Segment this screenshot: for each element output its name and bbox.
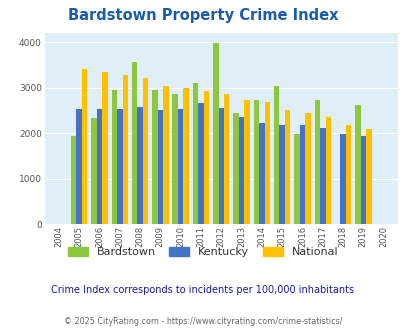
Bar [91,118,96,224]
Bar [345,125,350,224]
Text: © 2025 CityRating.com - https://www.cityrating.com/crime-statistics/: © 2025 CityRating.com - https://www.city… [64,317,341,326]
Bar [339,134,345,224]
Bar [325,117,330,224]
Legend: Bardstown, Kentucky, National: Bardstown, Kentucky, National [63,242,342,262]
Bar [218,108,224,224]
Bar [233,113,238,224]
Text: Bardstown Property Crime Index: Bardstown Property Crime Index [68,8,337,23]
Bar [273,86,279,224]
Bar [258,123,264,224]
Bar [177,109,183,224]
Bar [203,91,209,224]
Bar [354,105,360,224]
Bar [117,109,122,224]
Bar [319,128,325,224]
Bar [192,83,198,224]
Bar [284,111,290,224]
Bar [137,107,143,224]
Bar [198,103,203,224]
Bar [213,44,218,224]
Bar [143,78,148,224]
Text: Crime Index corresponds to incidents per 100,000 inhabitants: Crime Index corresponds to incidents per… [51,285,354,295]
Bar [264,102,269,224]
Bar [132,62,137,224]
Bar [96,109,102,224]
Bar [122,75,128,224]
Bar [111,90,117,224]
Bar [253,100,258,224]
Bar [71,136,76,224]
Bar [244,100,249,224]
Bar [172,94,177,224]
Bar [305,113,310,224]
Bar [102,72,107,224]
Bar [152,90,157,224]
Bar [238,117,244,224]
Bar [294,134,299,224]
Bar [360,136,365,224]
Bar [82,69,87,224]
Bar [157,110,163,224]
Bar [279,125,284,224]
Bar [314,100,319,224]
Bar [299,125,305,224]
Bar [224,94,229,224]
Bar [365,129,371,224]
Bar [163,86,168,224]
Bar [76,109,82,224]
Bar [183,88,188,224]
